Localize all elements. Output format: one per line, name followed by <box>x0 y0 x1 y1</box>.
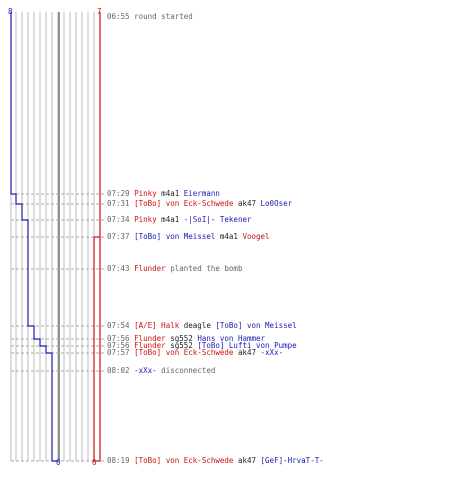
event-time: 07:34 <box>107 215 130 224</box>
event-killer: [ToBo] von Eck-Schwede <box>134 456 234 465</box>
event-time: 07:54 <box>107 321 130 330</box>
event-action: planted the bomb <box>165 264 243 273</box>
t-alive-line <box>94 12 101 462</box>
event-row: 07:37 [ToBo] von Meissel m4a1 Voogel <box>107 232 270 241</box>
event-weapon: m4a1 <box>215 232 243 241</box>
event-weapon: ak47 <box>233 456 261 465</box>
event-time: 06:55 <box>107 12 130 21</box>
event-row: 07:54 [A/E] Halk deagle [ToBo] von Meiss… <box>107 321 297 330</box>
event-guide-lines <box>11 193 104 462</box>
event-killer: Pinky <box>134 189 157 198</box>
event-victim: Hans von Hammer <box>197 334 266 343</box>
event-weapon: sg552 <box>165 334 198 343</box>
event-weapon: m4a1 <box>156 215 184 224</box>
event-time: 07:43 <box>107 264 130 273</box>
ct-start-count: 8 <box>8 7 13 16</box>
event-weapon: m4a1 <box>156 189 184 198</box>
event-actor: Flunder <box>134 264 166 273</box>
event-victim: Voogel <box>242 232 270 241</box>
event-killer: Pinky <box>134 215 157 224</box>
event-victim: [ToBo] von Meissel <box>215 321 297 330</box>
event-time: 07:56 <box>107 341 130 350</box>
event-time: 07:57 <box>107 348 130 357</box>
event-action: disconnected <box>156 366 216 375</box>
event-victim: -xXx- <box>260 348 284 357</box>
event-row: 07:29 Pinky m4a1 Eiermann <box>107 189 220 198</box>
event-killer: Flunder <box>134 334 166 343</box>
event-text: round started <box>134 12 193 21</box>
event-row: 07:56 Flunder sg552 [ToBo] Lufti von Pum… <box>107 341 297 350</box>
event-row: 06:55 round started <box>107 12 193 21</box>
event-row: 07:56 Flunder sg552 Hans von Hammer <box>107 334 265 343</box>
event-time: 07:29 <box>107 189 130 198</box>
event-row: 08:02 -xXx- disconnected <box>107 366 215 375</box>
t-end-count: 6 <box>92 458 97 467</box>
event-row: 07:57 [ToBo] von Eck-Schwede ak47 -xXx- <box>107 348 283 357</box>
ct-alive-line <box>10 12 58 462</box>
event-row: 07:31 [ToBo] von Eck-Schwede ak47 Lo0Ose… <box>107 199 292 208</box>
event-time: 08:19 <box>107 456 130 465</box>
event-weapon: sg552 <box>165 341 198 350</box>
event-killer: [ToBo] von Eck-Schwede <box>134 348 234 357</box>
event-killer: [A/E] Halk <box>134 321 180 330</box>
event-time: 07:56 <box>107 334 130 343</box>
event-time: 07:37 <box>107 232 130 241</box>
event-time: 08:02 <box>107 366 130 375</box>
event-weapon: ak47 <box>233 348 261 357</box>
event-killer: Flunder <box>134 341 166 350</box>
event-weapon: deagle <box>179 321 216 330</box>
event-killer: [ToBo] von Eck-Schwede <box>134 199 234 208</box>
ct-end-count: 0 <box>56 458 61 467</box>
team-step-lines <box>10 12 101 462</box>
event-time: 07:31 <box>107 199 130 208</box>
event-row: 08:19 [ToBo] von Eck-Schwede ak47 [GeF]-… <box>107 456 324 465</box>
event-victim: Lo0Oser <box>260 199 293 208</box>
event-weapon: ak47 <box>233 199 261 208</box>
event-victim: -|SoI|- Tekener <box>183 215 252 224</box>
event-row: 07:43 Flunder planted the bomb <box>107 264 242 273</box>
event-killer: [ToBo] von Meissel <box>134 232 216 241</box>
event-victim: [ToBo] Lufti von Pumpe <box>197 341 297 350</box>
t-start-count: 7 <box>97 7 102 16</box>
event-row: 07:34 Pinky m4a1 -|SoI|- Tekener <box>107 215 252 224</box>
event-actor: -xXx- <box>134 366 157 375</box>
event-victim: Eiermann <box>183 189 220 198</box>
event-victim: [GeF]-HrvaT-T- <box>260 456 324 465</box>
